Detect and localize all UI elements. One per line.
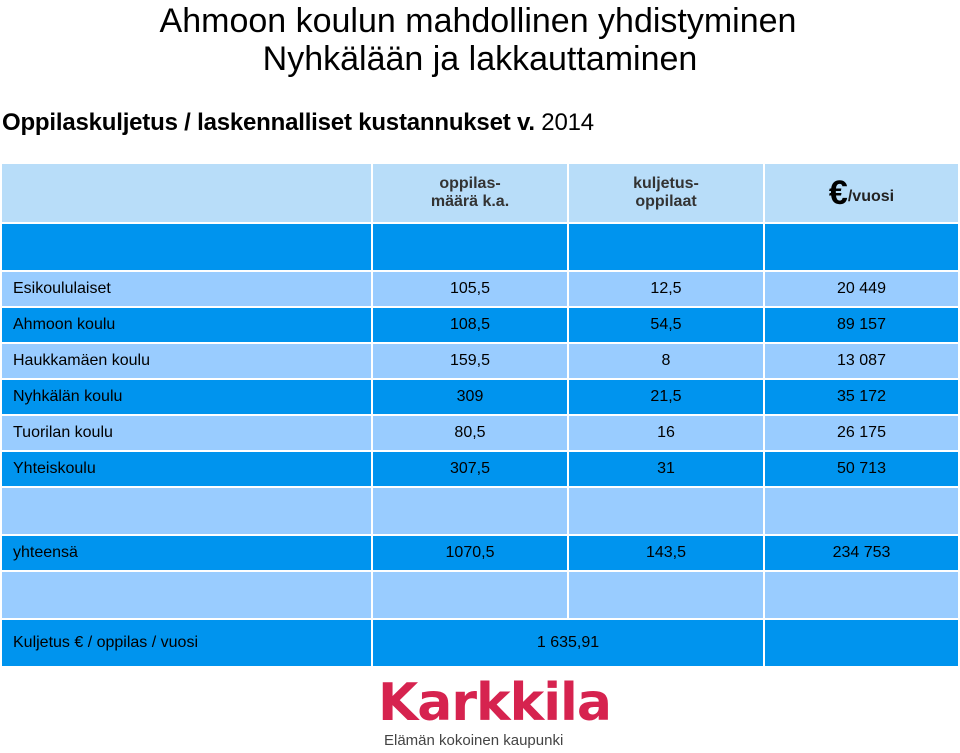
euro-symbol: € [828, 173, 848, 212]
subtitle: Oppilaskuljetus / laskennalliset kustann… [2, 109, 594, 136]
title-line-1: Ahmoon koulun mahdollinen yhdistyminen [159, 2, 797, 40]
logo-wordmark: Karkkila [378, 673, 612, 733]
table-row: Ahmoon koulu 108,5 54,5 89 157 [2, 308, 958, 344]
cost-table: oppilas- määrä k.a. kuljetus- oppilaat €… [2, 164, 958, 668]
table-band-row [2, 224, 958, 272]
title-line-2: Nyhkälään ja lakkauttaminen [262, 40, 698, 78]
table-row: Tuorilan koulu 80,5 16 26 175 [2, 416, 958, 452]
header-cell-empty [2, 164, 373, 224]
table-spacer-row [2, 572, 958, 620]
subtitle-year: 2014 [541, 109, 594, 136]
header-euro-per-year: €/vuosi [765, 164, 958, 224]
header-kuljetusoppilaat: kuljetus- oppilaat [569, 164, 765, 224]
table-header-row: oppilas- määrä k.a. kuljetus- oppilaat €… [2, 164, 958, 224]
logo-tagline: Elämän kokoinen kaupunki [384, 732, 564, 749]
header-oppilasmaara: oppilas- määrä k.a. [373, 164, 569, 224]
table-row: Nyhkälän koulu 309 21,5 35 172 [2, 380, 958, 416]
table-row: Yhteiskoulu 307,5 31 50 713 [2, 452, 958, 488]
table-per-pupil-row: Kuljetus € / oppilas / vuosi 1 635,91 [2, 620, 958, 668]
table-row: Haukkamäen koulu 159,5 8 13 087 [2, 344, 958, 380]
table-row: Esikoululaiset 105,5 12,5 20 449 [2, 272, 958, 308]
table-total-row: yhteensä 1070,5 143,5 234 753 [2, 536, 958, 572]
karkkila-logo: Karkkila Elämän kokoinen kaupunki [378, 668, 612, 753]
table-spacer-row [2, 488, 958, 536]
